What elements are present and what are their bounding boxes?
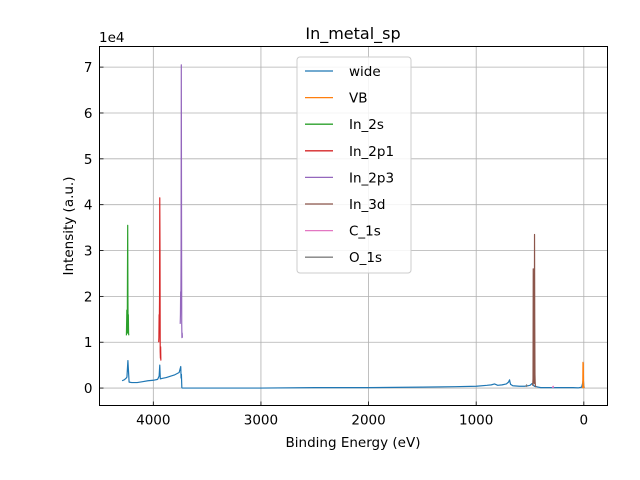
series-line-in-2p1 [158, 197, 162, 361]
series-line-o-1s [525, 384, 528, 388]
legend-label-wide: wide [349, 64, 381, 80]
series-line-in-2s [125, 224, 130, 336]
series-line-in-2p3 [179, 64, 183, 339]
y-tick-label: 5 [84, 152, 93, 168]
y-axis-label: Intensity (a.u.) [61, 177, 77, 276]
legend-box [296, 56, 412, 274]
ticks: 4000 3000 2000 1000 0 0 1 2 3 4 5 6 7 [84, 60, 588, 428]
x-tick-label: 4000 [136, 413, 170, 429]
legend-label-in-2p3: In_2p3 [349, 170, 394, 186]
y-tick-label: 1 [84, 335, 93, 351]
y-tick-label: 4 [84, 198, 93, 214]
legend-label-c-1s: C_1s [349, 224, 381, 240]
legend-label-in-2p1: In_2p1 [349, 144, 394, 160]
x-tick-label: 0 [580, 413, 589, 429]
series-line-in-3d [532, 233, 537, 388]
series-layer [121, 64, 585, 389]
chart-title: In_metal_sp [305, 24, 400, 44]
y-tick-label: 6 [84, 106, 93, 122]
y-tick-label: 0 [84, 381, 93, 397]
legend-label-o-1s: O_1s [349, 250, 382, 266]
series-line-c-1s [551, 385, 555, 389]
x-axis-label: Binding Energy (eV) [286, 435, 421, 451]
x-tick-label: 2000 [351, 413, 385, 429]
y-offset-label: 1e4 [99, 30, 124, 46]
legend-label-in-3d: In_3d [349, 197, 385, 213]
series-line-vb [581, 361, 585, 389]
y-tick-label: 3 [84, 244, 93, 260]
legend: wide VB In_2s In_2p1 In_2p3 In_3d C_1s O_1s [296, 56, 412, 274]
x-tick-label: 1000 [459, 413, 493, 429]
y-tick-label: 2 [84, 289, 93, 305]
x-tick-label: 3000 [244, 413, 278, 429]
legend-label-vb: VB [349, 91, 368, 107]
plot-frame [99, 46, 608, 406]
legend-label-in-2s: In_2s [349, 117, 384, 133]
y-tick-label: 7 [84, 60, 93, 76]
series-line-wide [121, 359, 585, 389]
